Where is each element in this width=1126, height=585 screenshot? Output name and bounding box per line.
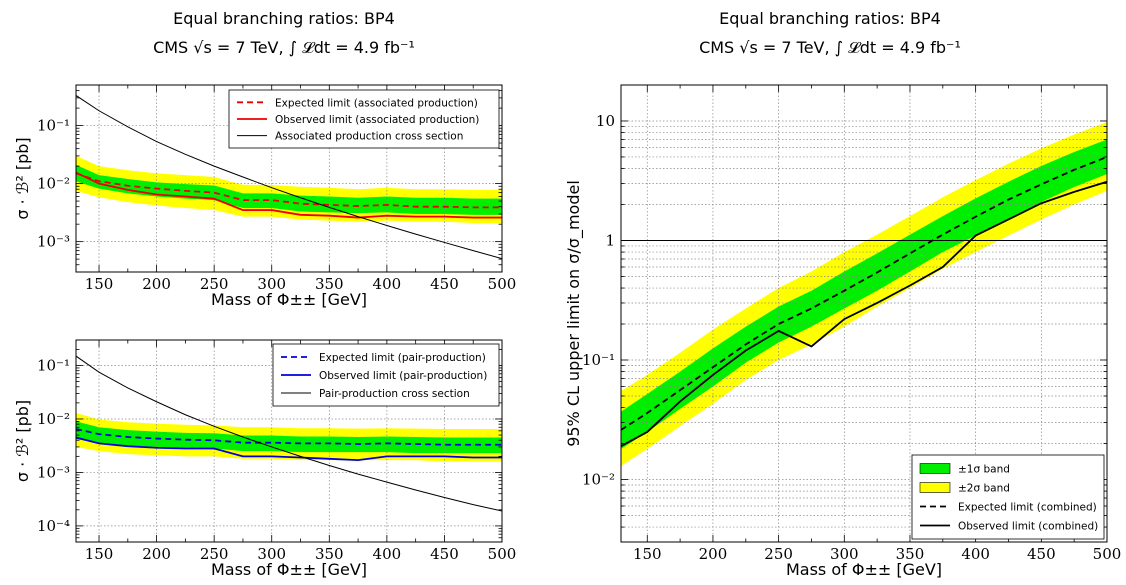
legend-label: Expected limit (associated production) [275,97,478,109]
series-line [76,172,502,209]
x-tick-label: 200 [142,545,171,563]
x-axis-label: Mass of Φ±± [GeV] [211,560,367,579]
series-line [76,355,502,512]
y-axis-label: 95% CL upper limit on σ/σ_model [564,180,584,447]
series-line [621,180,1107,447]
legend-label: Observed limit (associated production) [275,114,479,126]
x-axis-label: Mass of Φ±± [GeV] [786,560,942,579]
legend: Expected limit (associated production) Ob… [228,89,500,149]
legend: Expected limit (pair-production) Observed… [272,343,500,407]
pair-production-chart: 150 200 250 300 350 400 450 500 10⁻¹ 10⁻² 10⁻³ 10⁻⁴… [13,339,517,579]
series-line [76,436,502,462]
x-tick-label: 300 [257,545,286,563]
series-line [621,156,1107,431]
y-axis-label: σ · ℬ² [pb] [13,137,32,219]
x-tick-label: 350 [315,545,344,563]
y-tick-label: 1 [605,231,615,249]
x-tick-label: 350 [896,545,925,563]
left-title: Equal branching ratios: BP4 [173,9,395,28]
x-tick-label: 400 [961,545,990,563]
legend-swatch [919,482,951,493]
x-tick-label: 200 [142,275,171,293]
y-axis-label: σ · ℬ² [pb] [13,400,32,482]
x-tick-label: 450 [430,275,459,293]
y-tick-label: 10⁻¹ [582,351,615,369]
x-tick-label: 150 [633,545,662,563]
y-tick-label: 10⁻² [37,410,70,428]
plot-frame [75,84,503,273]
y-tick-label: 10⁻² [582,471,615,489]
y-tick-label: 10 [596,112,615,130]
y-tick-label: 10⁻³ [37,463,70,481]
associated-production-chart: 150 200 250 300 350 400 450 500 10⁻¹ 10⁻² 10⁻³ Mass… [13,84,517,309]
x-tick-label: 250 [764,545,793,563]
x-tick-label: 250 [200,545,229,563]
plot-frame [75,339,503,543]
x-tick-label: 450 [430,545,459,563]
one-sigma-band [76,164,502,215]
x-tick-label: 500 [1093,545,1122,563]
y-tick-label: 10⁻³ [37,233,70,251]
x-tick-label: 500 [488,275,517,293]
legend-label: Associated production cross section [275,131,463,143]
x-tick-label: 350 [315,275,344,293]
legend-label: ±2σ band [958,483,1010,495]
right-title: Equal branching ratios: BP4 [719,9,941,28]
legend: ±1σ band ±2σ band Expected limit (combined… [911,454,1105,540]
legend-label: Observed limit (pair-production) [319,370,487,382]
x-tick-label: 400 [373,275,402,293]
y-tick-label: 10⁻⁴ [37,517,70,535]
series-line [76,428,502,446]
one-sigma-band [76,421,502,454]
x-tick-label: 300 [257,275,286,293]
x-tick-label: 450 [1027,545,1056,563]
grid [621,84,1108,543]
grid [76,340,503,542]
legend-label: Pair-production cross section [319,388,470,400]
left-subtitle: CMS √s = 7 TeV, ∫ 𝓛dt = 4.9 fb⁻¹ [153,38,415,57]
x-tick-label: 400 [373,545,402,563]
y-tick-label: 10⁻¹ [37,117,70,135]
legend-label: ±1σ band [958,464,1010,476]
x-tick-label: 250 [200,275,229,293]
series-line [76,171,502,219]
x-tick-label: 150 [85,275,114,293]
x-tick-label: 500 [488,545,517,563]
y-tick-label: 10⁻¹ [37,357,70,375]
y-tick-label: 10⁻² [37,175,70,193]
legend-box [228,89,500,149]
legend-label: Observed limit (combined) [958,521,1098,533]
one-sigma-band [621,139,1107,450]
x-tick-label: 300 [830,545,859,563]
combined-limit-chart: 150 200 250 300 350 400 450 500 10 1 10⁻¹ 10⁻² Mass … [564,84,1122,579]
legend-label: Expected limit (pair-production) [319,352,486,364]
x-axis-label: Mass of Φ±± [GeV] [211,290,367,309]
right-subtitle: CMS √s = 7 TeV, ∫ 𝓛dt = 4.9 fb⁻¹ [699,38,961,57]
plot-frame [620,84,1108,543]
legend-label: Expected limit (combined) [958,502,1097,514]
series-line [76,95,502,260]
x-tick-label: 150 [85,545,114,563]
x-tick-label: 200 [699,545,728,563]
legend-swatch [919,463,951,474]
